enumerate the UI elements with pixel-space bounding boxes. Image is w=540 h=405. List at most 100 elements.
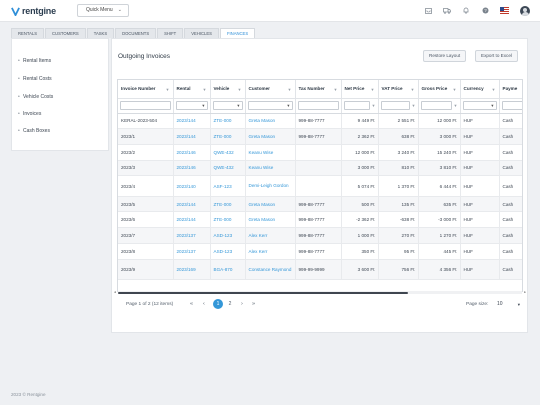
column-header[interactable]: Currency ▼	[460, 80, 500, 99]
filter-icon[interactable]: ▼	[202, 87, 207, 92]
us-flag-icon[interactable]	[500, 7, 509, 14]
user-avatar-icon[interactable]	[520, 5, 530, 16]
prev-page-icon[interactable]: ‹	[203, 301, 205, 307]
filter-select[interactable]	[247, 101, 293, 110]
table-cell[interactable]: 2023/137	[173, 243, 211, 260]
column-header[interactable]: Tax Number ▼	[295, 80, 342, 99]
tab-tasks[interactable]: TASKS	[86, 28, 115, 38]
help-icon[interactable]: ?	[481, 7, 489, 15]
table-cell[interactable]: Greta Mason	[245, 113, 296, 130]
table-row[interactable]: KERAL-2023-504 2023/144 ZTE-000 Greta Mason…	[118, 113, 522, 130]
table-cell[interactable]: BGA-870	[210, 259, 246, 280]
table-row[interactable]: 2023/9 2023/169 BGA-870 Constance Raymond 99…	[118, 259, 522, 280]
table-cell[interactable]: 2023/146	[173, 160, 211, 177]
filter-icon[interactable]: ▼	[371, 103, 376, 108]
filter-icon[interactable]: ▼	[333, 87, 338, 92]
tab-vehicles[interactable]: VEHICLES	[184, 28, 219, 38]
quick-menu-dropdown[interactable]: Quick Menu ⌄	[77, 4, 129, 17]
filter-icon[interactable]: ▼	[491, 87, 496, 92]
filter-icon[interactable]: ▼	[453, 103, 458, 108]
table-cell[interactable]: QWE-432	[210, 144, 246, 161]
filter-select[interactable]	[175, 101, 208, 110]
next-page-icon[interactable]: ›	[241, 301, 243, 307]
export-to-excel-button[interactable]: Export to Excel	[475, 50, 518, 62]
column-header[interactable]: Net Price ▼	[341, 80, 379, 99]
table-cell[interactable]: ZTE-000	[210, 128, 246, 145]
tab-finances[interactable]: FINANCES	[219, 28, 256, 38]
sidebar-item-vehicle-costs[interactable]: Vehicle Costs	[18, 94, 53, 100]
column-header[interactable]: VAT Price ▼	[378, 80, 419, 99]
rentgine-logo[interactable]: rentgine	[11, 5, 56, 17]
tab-rentals[interactable]: RENTALS	[11, 28, 45, 38]
table-cell[interactable]: Constance Raymond	[245, 259, 296, 280]
column-header[interactable]: Gross Price ▼	[418, 80, 461, 99]
filter-input[interactable]	[297, 101, 339, 110]
filter-input[interactable]	[420, 101, 452, 110]
table-cell[interactable]: Demi-Leigh Gordon	[245, 175, 296, 197]
table-cell[interactable]: 2023/144	[173, 113, 211, 130]
table-cell[interactable]: ASD-123	[210, 227, 246, 244]
page-size-select[interactable]: 10 ▾	[497, 300, 520, 307]
table-cell[interactable]: Alex Kerr	[245, 227, 296, 244]
sidebar-item-rental-items[interactable]: Rental Items	[18, 58, 51, 64]
table-cell[interactable]: 2023/144	[173, 196, 211, 213]
scrollbar-thumb[interactable]	[118, 291, 408, 294]
table-cell[interactable]: 2023/144	[173, 211, 211, 229]
column-header[interactable]: Payme	[499, 80, 522, 99]
table-cell[interactable]: Greta Mason	[245, 211, 296, 229]
filter-icon[interactable]: ▼	[237, 87, 242, 92]
table-cell[interactable]: Keanu Wise	[245, 144, 296, 161]
filter-icon[interactable]: ▼	[165, 87, 170, 92]
filter-icon[interactable]: ▼	[370, 87, 375, 92]
filter-icon[interactable]: ▼	[410, 87, 415, 92]
table-cell[interactable]: Alex Kerr	[245, 243, 296, 260]
truck-icon[interactable]	[443, 7, 451, 15]
scroll-left-arrow-icon[interactable]: ◂	[114, 290, 116, 294]
table-cell[interactable]: ZTE-000	[210, 211, 246, 229]
scroll-right-arrow-icon[interactable]: ▸	[524, 290, 526, 294]
table-row[interactable]: 2023/2 2023/146 QWE-432 Keanu Wise 12 000 Ft…	[118, 144, 522, 161]
sidebar-item-cash-boxes[interactable]: Cash Boxes	[18, 128, 50, 134]
table-cell[interactable]: 2023/144	[173, 128, 211, 145]
tab-shift[interactable]: SHIFT	[157, 28, 184, 38]
table-cell[interactable]: ASF-123	[210, 175, 246, 197]
table-cell[interactable]: ASD-123	[210, 243, 246, 260]
table-cell[interactable]: Keanu Wise	[245, 160, 296, 177]
filter-select[interactable]	[462, 101, 497, 110]
tab-customers[interactable]: CUSTOMERS	[45, 28, 86, 38]
tab-documents[interactable]: DOCUMENTS	[115, 28, 157, 38]
filter-icon[interactable]: ▼	[287, 87, 292, 92]
page-2-button[interactable]: 2	[228, 301, 232, 307]
column-header[interactable]: Customer ▼	[245, 80, 296, 99]
table-row[interactable]: 2023/5 2023/144 ZTE-000 Greta Mason 999-88-7…	[118, 196, 522, 213]
filter-icon[interactable]: ▼	[411, 103, 416, 108]
page-1-button[interactable]: 1	[213, 299, 223, 309]
filter-select[interactable]	[212, 101, 243, 110]
table-cell[interactable]: Greta Mason	[245, 128, 296, 145]
filter-input[interactable]	[380, 101, 410, 110]
column-header[interactable]: Invoice Number ▼	[118, 80, 174, 99]
horizontal-scrollbar[interactable]: ◂ ▸	[114, 290, 526, 294]
column-header[interactable]: Rental ▼	[173, 80, 211, 99]
table-row[interactable]: 2023/6 2023/144 ZTE-000 Greta Mason 999-88-7…	[118, 211, 522, 229]
table-row[interactable]: 2023/3 2023/146 QWE-432 Keanu Wise 3 000 Ft 8…	[118, 160, 522, 177]
table-row[interactable]: 2023/4 2023/140 ASF-123 Demi-Leigh Gordon 5 …	[118, 175, 522, 197]
filter-input[interactable]	[343, 101, 370, 110]
table-row[interactable]: 2023/8 2023/137 ASD-123 Alex Kerr 999-88-777…	[118, 243, 522, 260]
table-cell[interactable]: 2023/169	[173, 259, 211, 280]
inbox-icon[interactable]	[424, 7, 432, 15]
filter-input[interactable]	[501, 101, 522, 110]
filter-icon[interactable]: ▼	[452, 87, 457, 92]
column-header[interactable]: Vehicle ▼	[210, 80, 246, 99]
table-cell[interactable]: ZTE-000	[210, 113, 246, 130]
last-page-icon[interactable]: »	[252, 301, 256, 307]
sidebar-item-rental-costs[interactable]: Rental Costs	[18, 76, 52, 82]
sidebar-item-invoices[interactable]: Invoices	[18, 111, 41, 117]
restore-layout-button[interactable]: Restore Layout	[423, 50, 467, 62]
filter-input[interactable]	[120, 101, 171, 110]
table-cell[interactable]: Greta Mason	[245, 196, 296, 213]
first-page-icon[interactable]: «	[190, 301, 194, 307]
table-cell[interactable]: 2023/140	[173, 175, 211, 197]
bell-icon[interactable]	[462, 7, 470, 15]
table-cell[interactable]: 2023/146	[173, 144, 211, 161]
